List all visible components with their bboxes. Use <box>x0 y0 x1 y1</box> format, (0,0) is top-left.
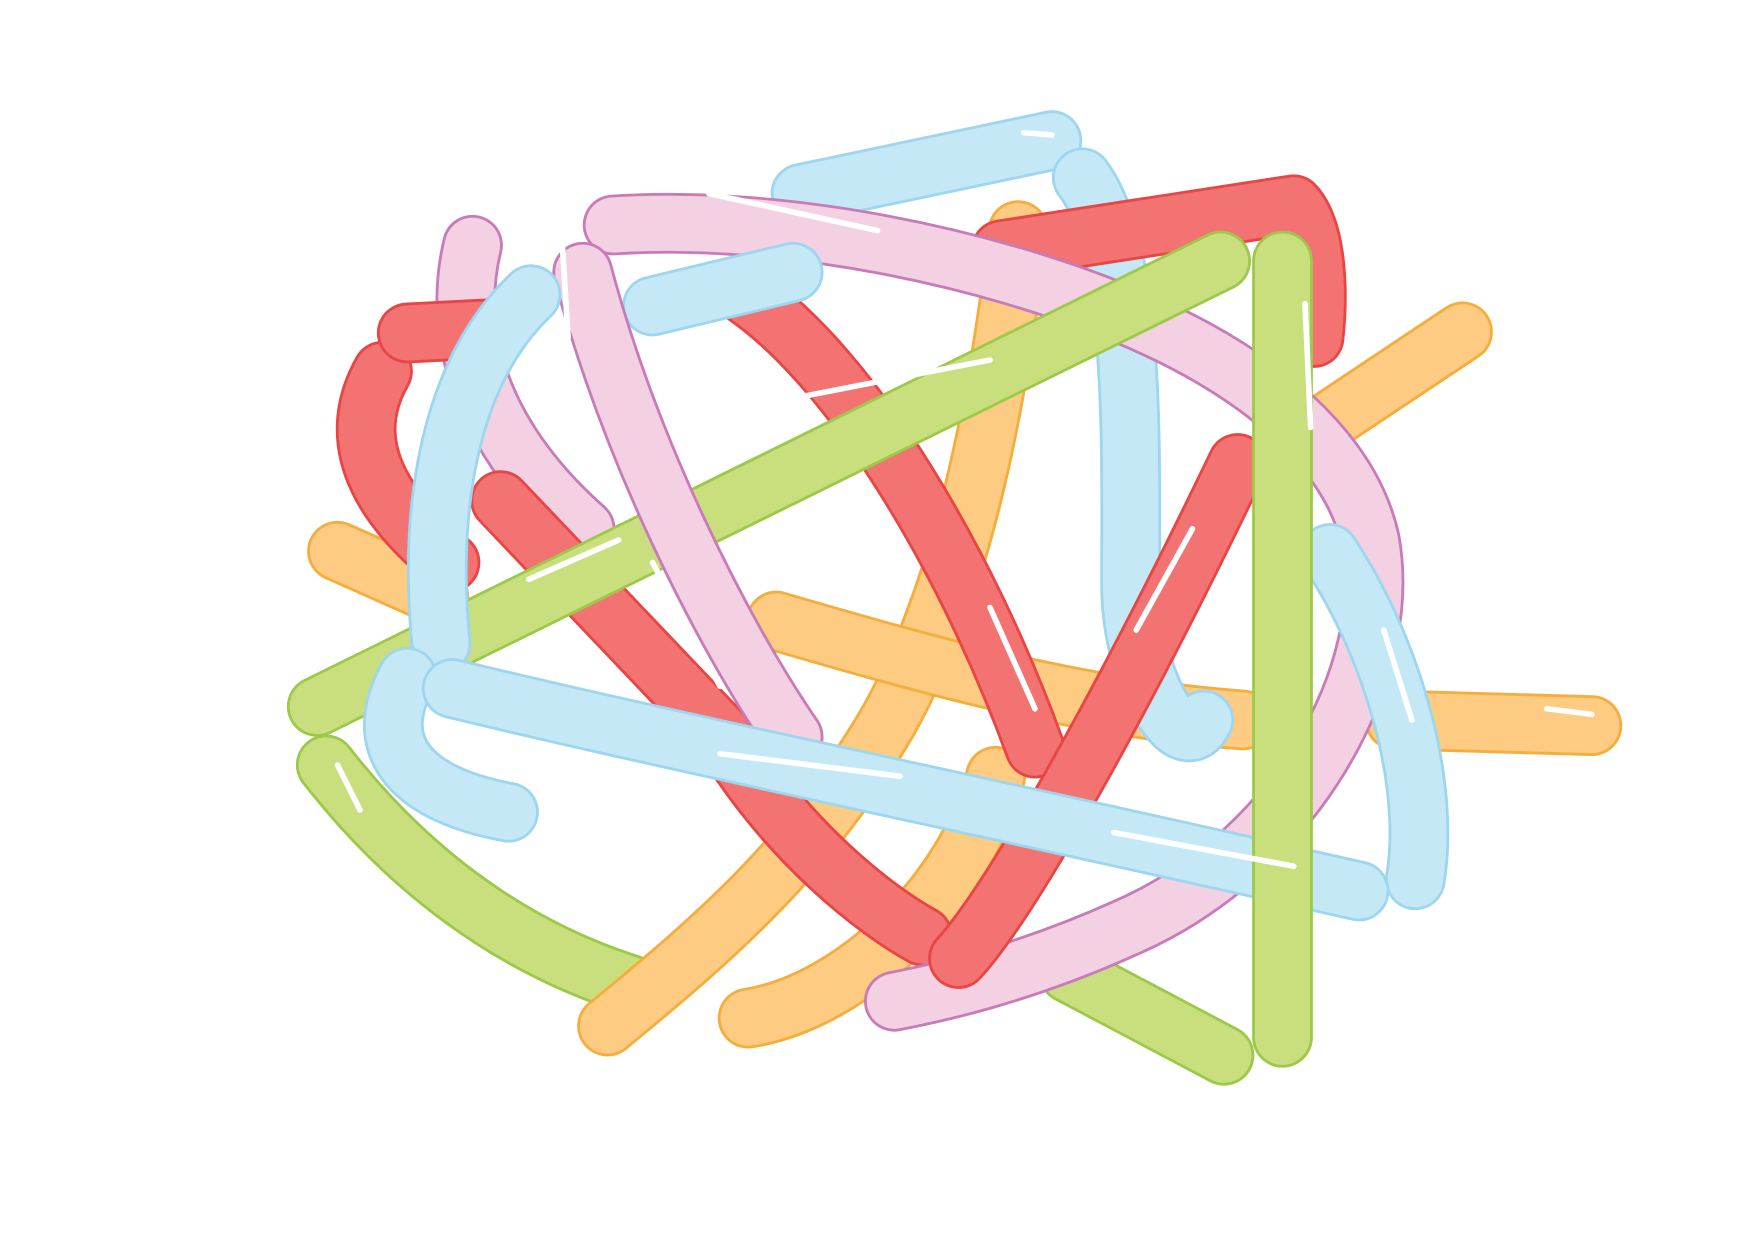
balloon-fill <box>1302 525 1447 908</box>
balloon-fill <box>930 435 1266 987</box>
balloon-fill <box>624 244 821 334</box>
balloon-fill <box>555 244 821 765</box>
highlight <box>717 750 903 780</box>
highlight <box>559 244 571 341</box>
highlight <box>1110 829 1297 870</box>
balloon-tangle <box>286 110 1623 1086</box>
highlight <box>649 559 723 690</box>
balloon-fill <box>1041 945 1252 1083</box>
highlight <box>784 357 993 403</box>
balloon-fill <box>579 203 1046 1054</box>
balloon-fill <box>409 267 559 672</box>
highlight <box>1544 705 1595 718</box>
balloon-fill <box>365 649 537 840</box>
highlight <box>705 190 881 234</box>
highlight <box>525 537 622 583</box>
highlight <box>1133 525 1196 633</box>
balloon-fill <box>585 195 1402 1029</box>
highlight <box>334 762 363 813</box>
balloon-fill <box>424 660 1387 919</box>
highlight <box>1380 627 1415 723</box>
balloon-fill <box>717 267 1063 776</box>
balloon-fill <box>1299 304 1491 450</box>
highlight <box>1302 300 1314 431</box>
highlight <box>987 604 1038 712</box>
highlight <box>1020 129 1055 138</box>
balloon-fill <box>773 113 1080 222</box>
balloon-fill <box>973 177 1344 366</box>
